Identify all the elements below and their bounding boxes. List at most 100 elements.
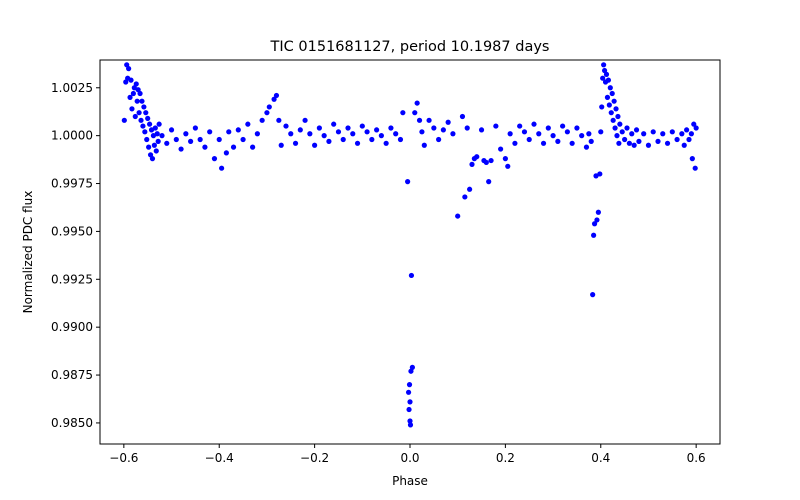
data-point (595, 209, 601, 215)
data-point (608, 110, 614, 116)
data-point (681, 142, 687, 148)
data-point (645, 142, 652, 148)
x-tick-label: 0.6 (687, 451, 706, 465)
data-point (462, 194, 468, 200)
data-point (619, 129, 625, 135)
data-point (616, 140, 622, 146)
x-tick-label: 0.2 (496, 451, 515, 465)
data-point (416, 117, 423, 123)
data-point (369, 136, 375, 143)
data-point (445, 119, 451, 125)
data-point (688, 131, 694, 137)
data-point (202, 144, 208, 150)
chart-title: TIC 0151681127, period 10.1987 days (270, 39, 550, 55)
y-tick-label: 1.0025 (51, 81, 93, 95)
data-point (154, 131, 160, 137)
data-point (400, 110, 406, 116)
x-axis-label: Phase (392, 474, 428, 488)
data-point (331, 121, 337, 127)
data-point (498, 146, 504, 152)
data-point (655, 138, 661, 144)
data-point (408, 272, 415, 279)
y-tick-label: 0.9925 (51, 272, 93, 286)
data-point (603, 71, 610, 77)
data-point (597, 171, 603, 177)
data-point (419, 129, 425, 135)
data-point (250, 144, 256, 150)
data-point (406, 382, 413, 388)
data-point (615, 113, 621, 120)
data-point (335, 129, 342, 135)
data-point (605, 77, 612, 83)
data-point (226, 129, 232, 135)
x-tick-label: −0.4 (205, 451, 234, 465)
data-point (601, 67, 608, 74)
data-point (664, 140, 671, 146)
data-point (393, 131, 399, 137)
data-point (641, 131, 647, 137)
x-tick-label: −0.2 (300, 451, 329, 465)
data-point (486, 179, 492, 185)
data-point (604, 94, 611, 100)
data-point (412, 110, 418, 116)
data-point (130, 90, 136, 97)
data-point (526, 136, 532, 143)
data-point (488, 157, 494, 164)
data-point (601, 62, 607, 68)
data-point (493, 123, 499, 129)
data-point (455, 213, 461, 219)
data-point (407, 418, 413, 424)
data-point (617, 121, 623, 127)
data-point (536, 131, 542, 137)
data-point (467, 186, 473, 192)
data-point (600, 75, 606, 81)
x-tick-label: −0.6 (109, 451, 138, 465)
data-point (134, 98, 140, 104)
data-point (132, 113, 138, 120)
data-point (223, 150, 229, 156)
data-point (123, 79, 129, 85)
data-point (689, 156, 695, 162)
data-point (613, 106, 619, 112)
data-point (626, 140, 632, 146)
data-point (129, 106, 135, 112)
plot-area-frame (99, 59, 721, 445)
y-tick-label: 0.9950 (51, 224, 93, 238)
data-point (686, 136, 692, 143)
data-point (693, 125, 699, 131)
data-point (505, 163, 511, 169)
data-point (153, 148, 159, 154)
data-point (388, 125, 394, 131)
data-point (374, 127, 380, 133)
data-point (128, 77, 134, 83)
data-point (316, 125, 322, 131)
data-point (192, 125, 198, 131)
data-point (560, 123, 566, 129)
data-point (124, 62, 130, 68)
data-point (173, 136, 179, 143)
data-point (606, 102, 612, 108)
data-point (569, 140, 575, 146)
data-point (133, 81, 139, 87)
data-point (273, 92, 280, 99)
data-point (240, 136, 246, 143)
data-point (611, 98, 617, 104)
data-point (579, 133, 585, 139)
data-point (574, 125, 580, 131)
y-axis-label: Normalized PDC flux (21, 191, 35, 314)
data-point (588, 138, 594, 144)
data-point (126, 66, 132, 72)
data-point (545, 125, 551, 131)
data-point (436, 136, 442, 143)
data-point (660, 131, 666, 137)
data-point (143, 110, 149, 116)
data-point (583, 144, 590, 150)
data-point (669, 129, 675, 135)
data-point (650, 129, 656, 135)
data-point (259, 117, 265, 123)
data-point (405, 179, 411, 185)
data-point (464, 125, 470, 131)
data-point (636, 138, 642, 144)
y-tick-label: 0.9975 (51, 177, 93, 191)
data-point (591, 221, 598, 227)
